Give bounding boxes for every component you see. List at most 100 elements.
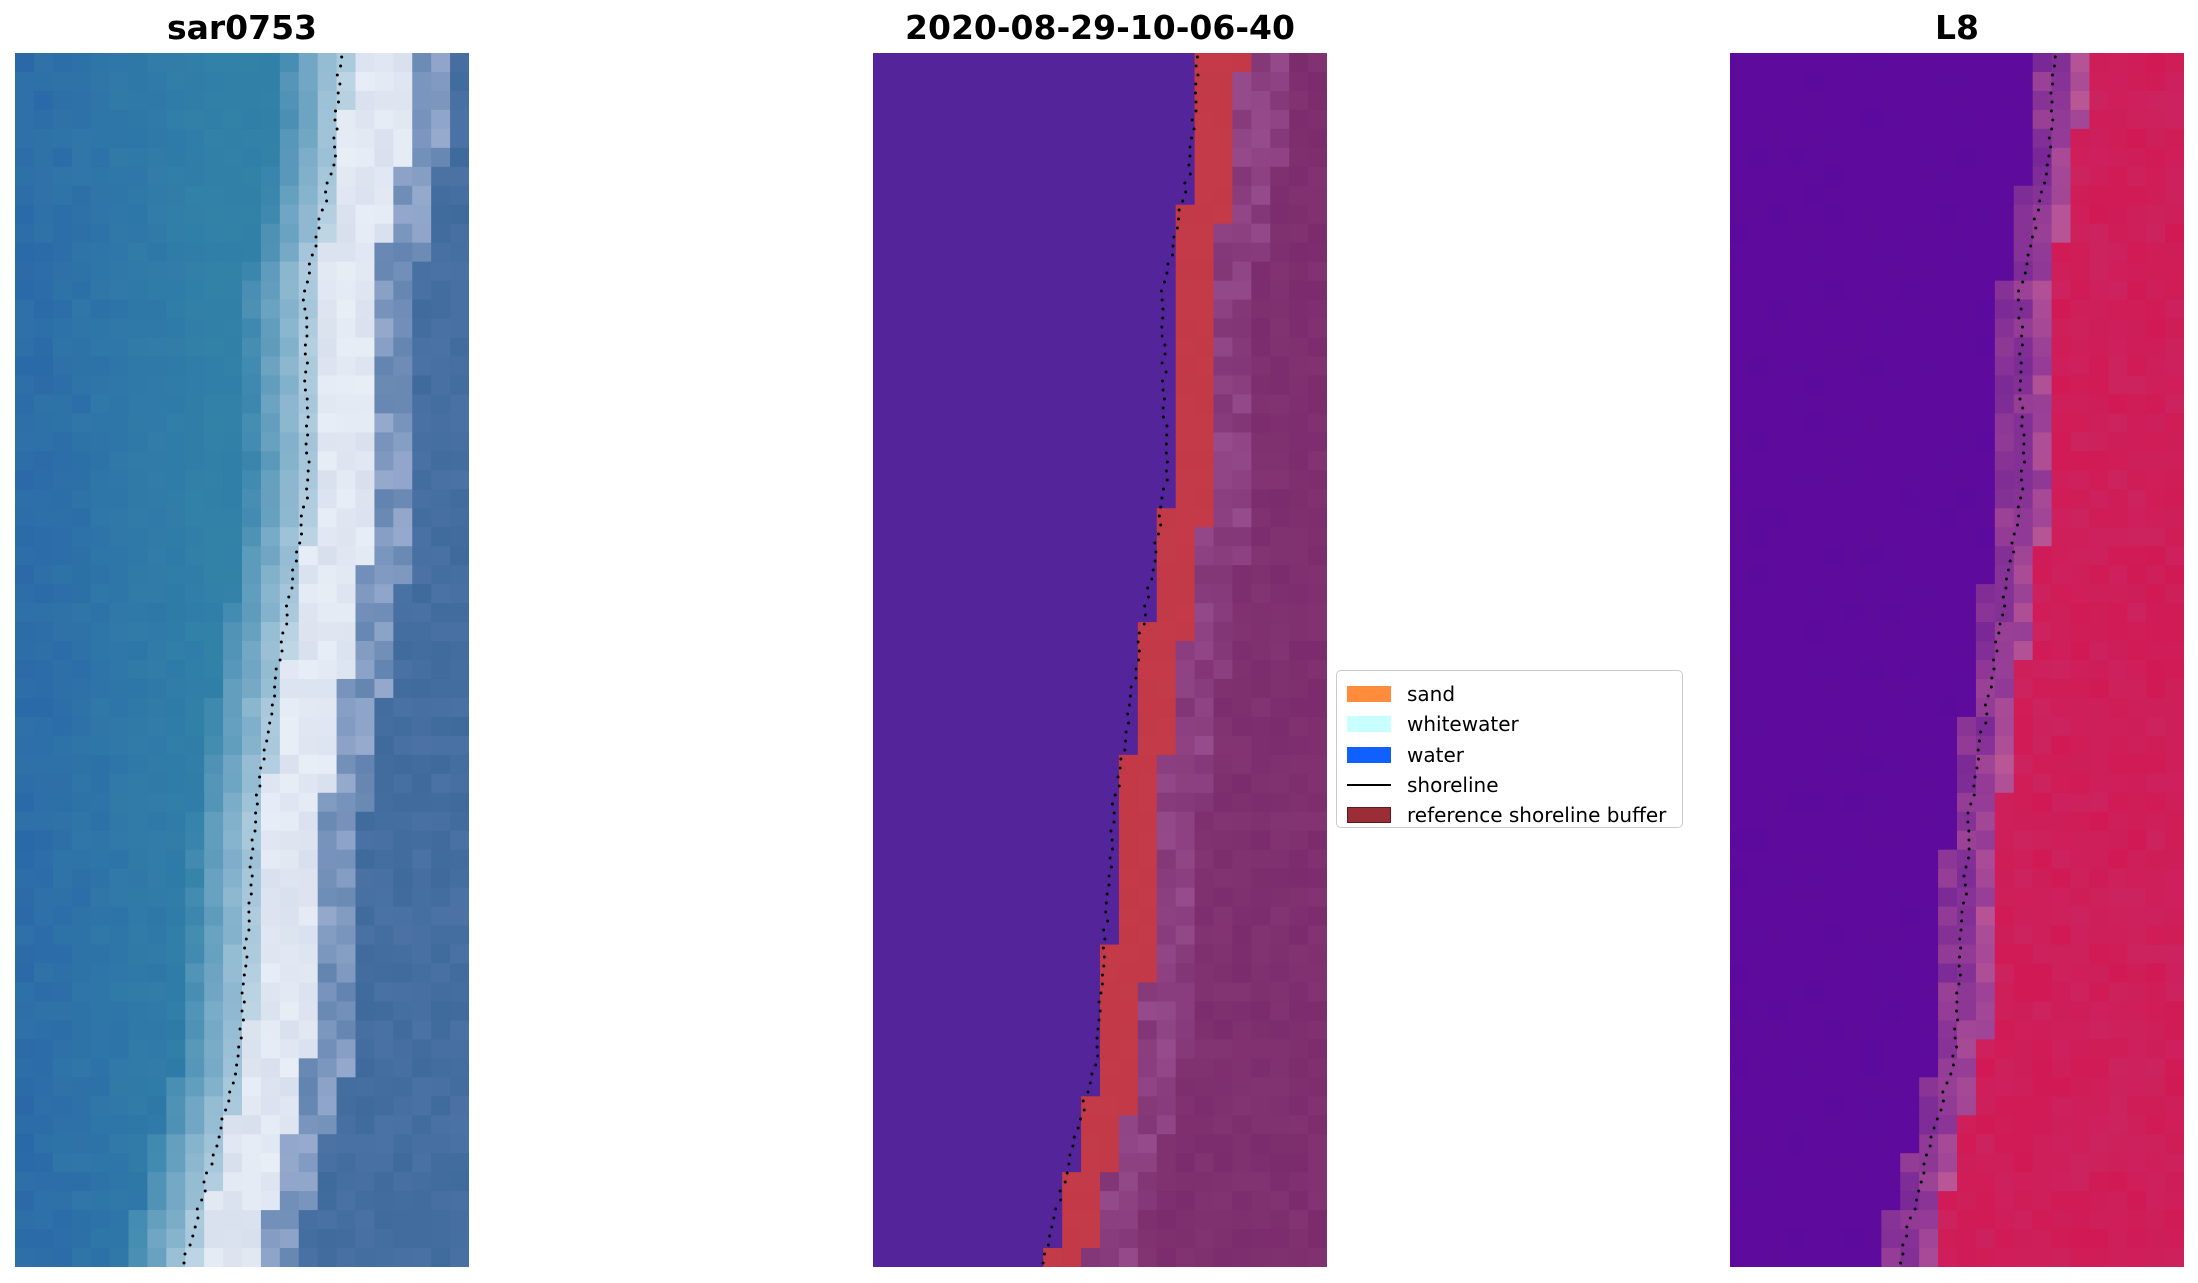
shoreline-point — [1953, 1027, 1957, 1031]
shoreline-point — [2001, 613, 2005, 617]
shoreline-point — [2012, 550, 2016, 554]
shoreline-point — [305, 451, 309, 455]
shoreline-point — [1076, 1126, 1080, 1130]
shoreline-point — [2019, 478, 2023, 482]
shoreline-point — [1161, 415, 1165, 419]
shoreline-point — [1101, 946, 1105, 950]
shoreline-point — [2018, 397, 2022, 401]
shoreline-point — [1143, 604, 1147, 608]
shoreline-point — [1157, 532, 1160, 536]
shoreline-point — [262, 748, 266, 752]
shoreline-point — [183, 1252, 187, 1256]
shoreline-point — [258, 775, 262, 779]
shoreline-point — [220, 1117, 224, 1121]
shoreline-point — [1192, 127, 1196, 131]
shoreline-point — [1962, 901, 1965, 905]
shoreline-point — [2016, 505, 2020, 509]
shoreline-point — [1953, 1036, 1957, 1040]
shoreline-point — [1108, 856, 1112, 860]
shoreline-point — [2026, 253, 2030, 257]
shoreline-point — [2050, 73, 2054, 77]
shoreline-point — [1969, 802, 1973, 806]
shoreline-point — [259, 766, 263, 770]
shoreline-point — [303, 307, 307, 311]
shoreline-point — [1111, 802, 1114, 806]
shoreline-point — [1134, 667, 1138, 671]
shoreline-point — [1161, 388, 1165, 392]
shoreline-point — [1977, 757, 1980, 761]
legend-label: water — [1407, 742, 1464, 767]
shoreline-point — [1994, 640, 1998, 644]
shoreline-point — [2019, 469, 2023, 473]
shoreline-point — [1941, 1090, 1945, 1094]
shoreline-point — [299, 523, 303, 527]
shoreline-point — [1951, 1054, 1955, 1058]
shoreline-point — [294, 559, 298, 563]
shoreline-point — [1146, 595, 1150, 599]
water-swatch — [1347, 746, 1391, 763]
shoreline-point — [1104, 901, 1108, 905]
shoreline-point — [235, 1063, 239, 1067]
shoreline-point — [1041, 1261, 1045, 1265]
shoreline-point — [1157, 514, 1161, 518]
shoreline-point — [224, 1108, 228, 1112]
shoreline-point — [1905, 1234, 1909, 1238]
shoreline-point — [1129, 685, 1133, 689]
shoreline-point — [1932, 1126, 1936, 1130]
shoreline-point — [1957, 964, 1961, 968]
shoreline-point — [1194, 82, 1198, 86]
shoreline-point — [329, 172, 333, 176]
shoreline-point — [305, 361, 309, 365]
shoreline-point — [1160, 325, 1164, 329]
shoreline-point — [1998, 622, 2002, 626]
shoreline-point — [254, 793, 258, 797]
shoreline-point — [300, 532, 303, 536]
shoreline-point — [1160, 298, 1164, 302]
buffer-swatch — [1347, 807, 1391, 824]
shoreline-point — [1905, 1225, 1909, 1229]
shoreline-point — [333, 118, 337, 122]
sand-swatch — [1347, 686, 1391, 703]
shoreline-point — [268, 721, 272, 725]
shoreline-point — [1188, 154, 1192, 158]
shoreline-point — [1151, 568, 1155, 572]
shoreline-point — [335, 127, 339, 131]
shoreline-point — [1951, 1063, 1955, 1067]
shoreline-point — [217, 1135, 221, 1139]
shoreline-point — [298, 541, 302, 545]
shoreline-point — [1949, 1072, 1953, 1076]
shoreline-point — [1072, 1135, 1076, 1139]
shoreline-point — [1118, 766, 1122, 770]
shoreline-point — [1986, 694, 1990, 698]
shoreline-point — [1189, 136, 1193, 140]
shoreline-point — [2022, 433, 2026, 437]
shoreline-point — [248, 865, 252, 869]
shoreline-point — [249, 856, 253, 860]
shoreline-point — [1195, 55, 1199, 59]
shoreline-point — [1159, 523, 1163, 527]
shoreline-point — [1184, 190, 1188, 194]
shoreline-point — [1957, 982, 1961, 986]
shoreline-point — [239, 1036, 243, 1040]
shoreline-point — [1164, 442, 1168, 446]
shoreline-point — [1102, 964, 1106, 968]
shoreline-point — [2050, 82, 2054, 86]
panel-title-3: L8 — [1935, 8, 1979, 47]
shoreline-point — [303, 379, 307, 383]
shoreline-point — [1081, 1099, 1085, 1103]
shoreline-point — [1924, 1153, 1928, 1157]
shoreline-point — [1196, 73, 1200, 77]
panel-title-1: sar0753 — [166, 8, 318, 47]
shoreline-point — [1094, 1063, 1098, 1067]
legend: sand whitewater water shoreline referenc… — [1336, 670, 1683, 828]
shoreline-point — [234, 1072, 237, 1076]
shoreline-point — [1989, 685, 1993, 689]
shoreline-point — [1103, 937, 1107, 941]
shoreline-point — [1958, 955, 1961, 959]
shoreline-point — [1112, 820, 1116, 824]
shoreline-point — [1960, 919, 1964, 923]
shoreline-point — [2020, 424, 2024, 428]
shoreline-point — [202, 1180, 206, 1184]
shoreline-point — [270, 712, 274, 716]
shoreline-point — [273, 694, 277, 698]
